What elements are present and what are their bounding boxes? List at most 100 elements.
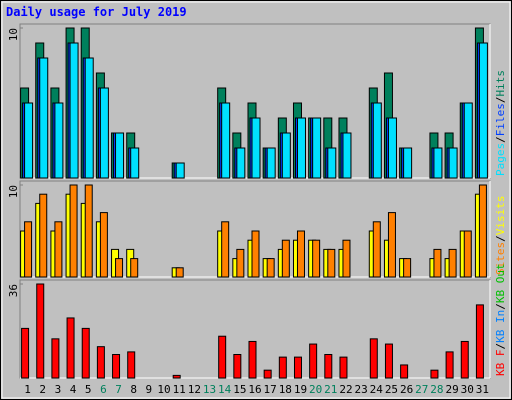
bar xyxy=(266,147,276,179)
bar xyxy=(54,221,63,278)
bar xyxy=(403,258,412,278)
x-tick-label: 6 xyxy=(100,383,107,396)
x-tick-label: 8 xyxy=(130,383,137,396)
bar xyxy=(115,258,124,278)
bar xyxy=(475,304,484,379)
x-tick-label: 2 xyxy=(39,383,46,396)
bar xyxy=(233,354,242,379)
bar xyxy=(369,338,378,379)
y-tick-label: 36 xyxy=(7,284,20,297)
bar xyxy=(327,147,337,179)
legend-entry: Sites xyxy=(494,242,507,275)
legend-separator: / xyxy=(494,343,507,350)
bar xyxy=(36,283,45,379)
bar xyxy=(127,351,136,379)
bar xyxy=(39,193,48,278)
legend-separator: / xyxy=(494,136,507,143)
bar xyxy=(342,132,352,179)
chart-title: Daily usage for July 2019 xyxy=(6,5,187,19)
x-tick-label: 14 xyxy=(218,383,232,396)
bar xyxy=(130,147,140,179)
bar xyxy=(309,343,318,379)
bar xyxy=(24,221,33,278)
bar xyxy=(463,102,473,179)
legend-entry: KB Out xyxy=(494,263,507,303)
bar xyxy=(51,338,60,379)
bar xyxy=(81,327,90,379)
bar xyxy=(221,221,230,278)
legend-entry: Hits xyxy=(494,70,507,97)
x-tick-label: 26 xyxy=(400,383,413,396)
bar xyxy=(448,147,458,179)
bar xyxy=(296,117,306,179)
legend: KB F/KB In/KB Out xyxy=(494,263,507,376)
x-tick-label: 30 xyxy=(461,383,474,396)
bar xyxy=(372,102,382,179)
y-tick-label: 10 xyxy=(7,185,20,198)
bar xyxy=(263,369,272,379)
x-tick-label: 20 xyxy=(309,383,322,396)
bar xyxy=(175,162,185,179)
legend-entry: Files xyxy=(494,103,507,136)
bar xyxy=(448,248,457,278)
bar xyxy=(387,117,397,179)
bar xyxy=(400,364,409,379)
x-tick-label: 12 xyxy=(188,383,201,396)
bar xyxy=(84,57,94,179)
x-tick-label: 13 xyxy=(203,383,216,396)
bar xyxy=(248,340,257,379)
bar xyxy=(175,267,184,278)
x-tick-label: 7 xyxy=(115,383,122,396)
bar xyxy=(293,356,302,379)
legend-separator: / xyxy=(494,235,507,242)
bar xyxy=(403,147,413,179)
x-tick-label: 11 xyxy=(173,383,186,396)
bar xyxy=(281,132,291,179)
x-tick-label: 9 xyxy=(146,383,153,396)
bar xyxy=(172,374,181,379)
bar xyxy=(218,335,227,379)
bar xyxy=(312,117,322,179)
bar xyxy=(112,354,121,379)
x-tick-label: 19 xyxy=(294,383,307,396)
bar xyxy=(266,258,275,278)
bar xyxy=(433,147,443,179)
bar xyxy=(430,369,439,379)
bar xyxy=(312,239,321,278)
x-tick-label: 1 xyxy=(24,383,31,396)
legend: Sites/Visits xyxy=(494,196,507,276)
x-tick-label: 21 xyxy=(324,383,337,396)
bar xyxy=(296,230,305,278)
bar xyxy=(130,258,139,278)
legend-separator: / xyxy=(494,303,507,310)
bar xyxy=(327,248,336,278)
legend-entry: KB F xyxy=(494,350,507,377)
bar xyxy=(39,57,49,179)
legend-entry: Pages xyxy=(494,143,507,176)
bar xyxy=(278,356,287,379)
x-tick-label: 3 xyxy=(55,383,62,396)
x-tick-label: 15 xyxy=(233,383,246,396)
x-tick-label: 17 xyxy=(264,383,277,396)
bar xyxy=(221,102,231,179)
y-tick-label: 10 xyxy=(7,28,20,41)
x-tick-label: 27 xyxy=(415,383,428,396)
bar xyxy=(236,248,245,278)
legend-entry: Visits xyxy=(494,196,507,236)
x-tick-label: 31 xyxy=(476,383,489,396)
bar xyxy=(251,117,261,179)
x-tick-label: 22 xyxy=(339,383,352,396)
bar xyxy=(99,212,108,278)
bar xyxy=(115,132,125,179)
x-tick-label: 25 xyxy=(385,383,398,396)
bar xyxy=(24,102,34,179)
bar xyxy=(463,230,472,278)
x-tick-label: 29 xyxy=(445,383,458,396)
bar xyxy=(339,356,348,379)
legend: Pages/Files/Hits xyxy=(494,70,507,176)
bar xyxy=(384,343,393,379)
bar xyxy=(69,184,78,278)
bar xyxy=(445,351,454,379)
bar xyxy=(69,42,79,179)
